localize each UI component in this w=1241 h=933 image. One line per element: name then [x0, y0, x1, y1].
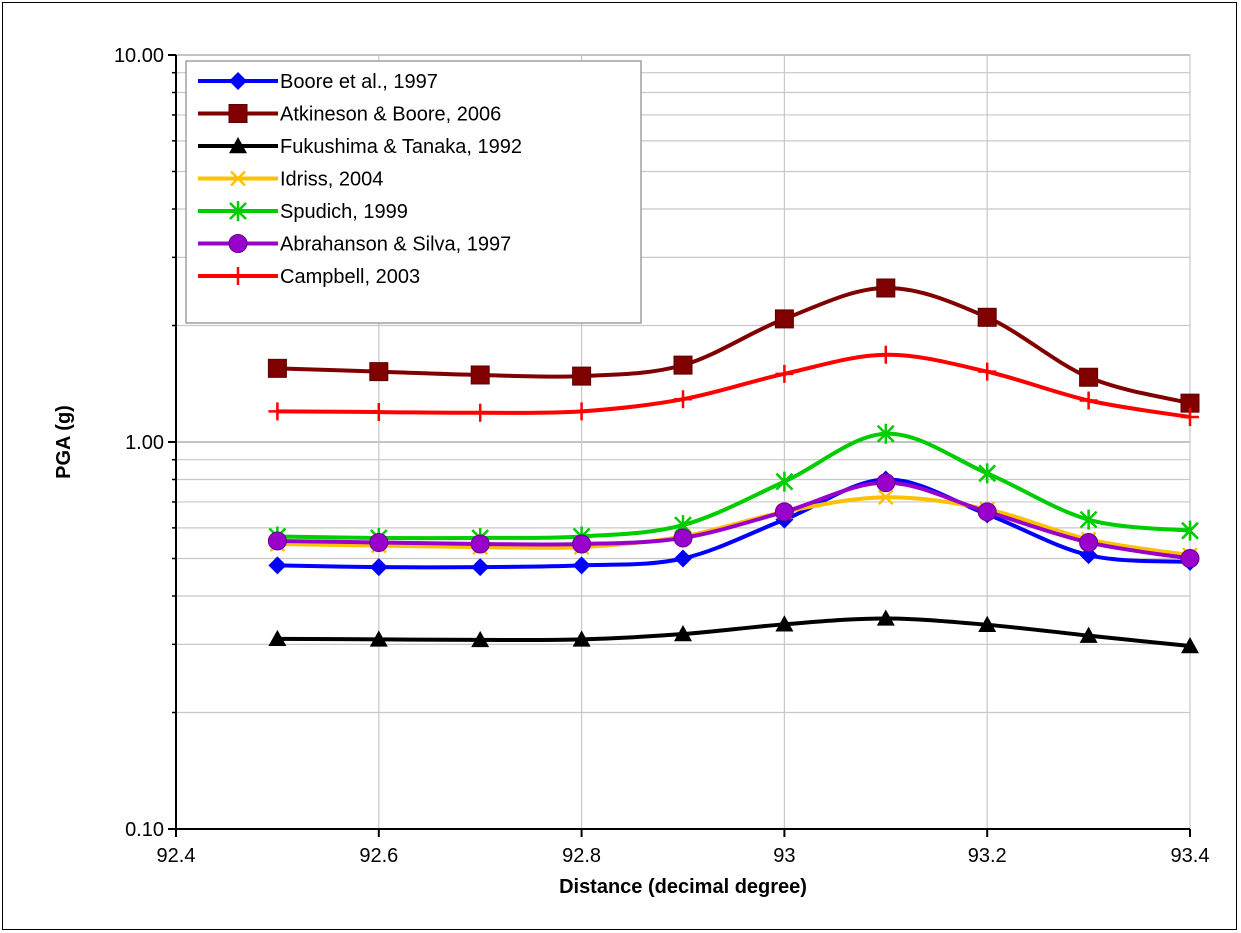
data-point: [876, 345, 895, 364]
legend-item: Abrahanson & Silva, 1997: [198, 234, 511, 256]
series-abrahanson-silva-1997: [267, 473, 1200, 568]
legend-label: Fukushima & Tanaka, 1992: [280, 136, 522, 158]
data-point: [1181, 408, 1199, 427]
legend-item: Spudich, 1999: [198, 201, 408, 223]
legend-box: [185, 60, 642, 324]
x-tick-label: 93.4: [1171, 845, 1210, 867]
data-point: [369, 630, 388, 647]
legend-label: Spudich, 1999: [280, 201, 408, 223]
data-point: [229, 72, 247, 90]
data-point: [228, 234, 248, 253]
data-point: [674, 549, 692, 568]
data-point: [876, 609, 895, 626]
data-point: [572, 402, 591, 421]
data-point: [572, 366, 592, 386]
data-point: [267, 358, 287, 378]
data-point: [1079, 532, 1099, 552]
y-tick-label: 1.00: [125, 432, 164, 454]
data-point: [229, 201, 247, 221]
x-tick-label: 92.8: [562, 845, 601, 867]
data-point: [267, 531, 287, 551]
data-point: [470, 365, 490, 385]
x-tick-label: 93: [773, 845, 795, 867]
series-line: [277, 285, 1191, 406]
data-point: [230, 170, 246, 187]
data-point: [268, 629, 287, 647]
data-point: [471, 403, 490, 422]
data-point: [673, 355, 693, 375]
data-point: [268, 556, 287, 575]
x-tick-label: 92.6: [359, 845, 398, 867]
legend-label: Idriss, 2004: [280, 169, 383, 191]
series-line: [277, 477, 1191, 570]
data-point: [369, 558, 388, 577]
data-point: [470, 534, 490, 554]
data-point: [674, 390, 692, 409]
data-point: [977, 502, 997, 522]
legend-label: Campbell, 2003: [280, 266, 420, 288]
data-point: [775, 471, 794, 492]
x-tick-label: 93.2: [968, 845, 1007, 867]
series-campbell-2003: [268, 345, 1199, 427]
data-point: [471, 558, 490, 577]
y-axis-title: PGA (g): [53, 405, 75, 479]
legend-label: Atkineson & Boore, 2006: [280, 104, 501, 126]
data-point: [369, 362, 389, 382]
data-point: [471, 630, 490, 648]
tick-labels: 0.10 1.00 10.00 92.4 92.6 92.8 93 93.2 93.4: [114, 45, 1210, 867]
legend-label: Abrahanson & Silva, 1997: [280, 234, 511, 256]
data-point: [268, 402, 287, 421]
data-point: [977, 307, 997, 327]
data-point: [229, 267, 247, 285]
data-point: [1181, 637, 1199, 654]
data-point: [775, 615, 794, 632]
series-line: [277, 480, 1191, 561]
data-point: [369, 403, 388, 422]
series-line: [277, 616, 1191, 649]
data-point: [876, 473, 896, 493]
legend-item: Atkineson & Boore, 2006: [198, 104, 501, 126]
data-point: [978, 463, 997, 484]
data-point: [1079, 509, 1098, 530]
data-point: [978, 362, 997, 381]
data-point: [1079, 367, 1099, 387]
series-lines: [267, 278, 1200, 654]
data-point: [877, 489, 894, 506]
data-point: [774, 502, 794, 522]
data-point: [1079, 626, 1098, 643]
legend-item: Fukushima & Tanaka, 1992: [198, 136, 522, 158]
data-point: [775, 364, 794, 383]
data-point: [572, 630, 591, 647]
data-point: [674, 625, 692, 642]
data-point: [876, 423, 895, 444]
legend-item: Idriss, 2004: [198, 169, 383, 191]
legend-item: Campbell, 2003: [198, 266, 420, 288]
data-point: [228, 104, 248, 123]
data-point: [572, 556, 591, 575]
series-fukushima-tanaka-1992: [268, 609, 1199, 654]
data-point: [1180, 548, 1200, 568]
series-line: [277, 352, 1191, 420]
x-axis-title: Distance (decimal degree): [559, 876, 807, 898]
legend: Boore et al., 1997 Atkineson & Boore, 200…: [185, 60, 642, 324]
legend-item: Boore et al., 1997: [198, 71, 438, 93]
data-point: [1181, 520, 1199, 541]
data-point: [978, 615, 997, 633]
legend-label: Boore et al., 1997: [280, 71, 438, 93]
data-point: [1079, 391, 1098, 410]
data-point: [572, 534, 592, 554]
data-point: [774, 309, 794, 329]
y-tick-label: 0.10: [125, 819, 164, 841]
data-point: [229, 137, 247, 154]
y-tick-label: 10.00: [114, 45, 164, 67]
series-atkineson-boore-2006: [267, 278, 1200, 413]
data-point: [369, 532, 389, 552]
x-tick-label: 92.4: [157, 845, 196, 867]
data-point: [876, 278, 896, 298]
data-point: [673, 528, 693, 548]
series-line: [277, 431, 1191, 541]
